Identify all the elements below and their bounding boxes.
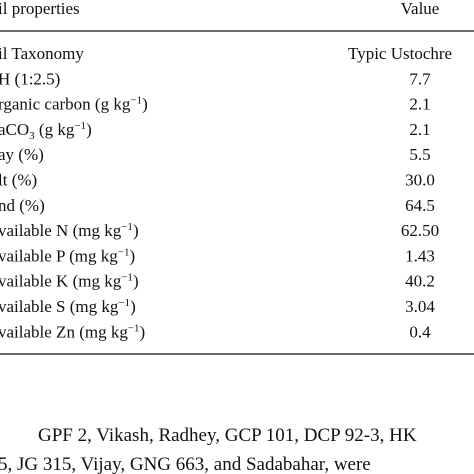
label-sup: −1 <box>128 322 140 334</box>
label-text: vailable Zn (mg kg <box>0 322 128 341</box>
row-label: vailable P (mg kg−1) <box>0 246 135 265</box>
label-text: vailable P (mg kg <box>0 246 118 265</box>
label-text: ) <box>86 120 92 139</box>
label-text: ay (%) <box>0 145 44 164</box>
row-label: vailable S (mg kg−1) <box>0 297 136 316</box>
row-value: 1.43 <box>405 246 435 265</box>
label-sup: −1 <box>121 272 133 284</box>
label-text: nd (%) <box>0 196 45 215</box>
label-text: vailable K (mg kg <box>0 272 122 291</box>
label-sub: 3 <box>29 130 35 142</box>
row-label: ay (%) <box>0 145 44 164</box>
row-value: 40.2 <box>405 272 435 291</box>
row-label: il Taxonomy <box>0 44 84 63</box>
header-property: il properties <box>0 0 80 18</box>
row-label: rganic carbon (g kg−1) <box>0 95 148 114</box>
label-text: ) <box>142 95 148 114</box>
label-sup: −1 <box>74 120 86 132</box>
label-sup: −1 <box>121 221 133 233</box>
label-text: lt (%) <box>0 171 37 190</box>
row-value: 2.1 <box>409 120 430 139</box>
label-text: ) <box>140 322 146 341</box>
header-value: Value <box>401 0 440 18</box>
row-value: 3.04 <box>405 297 435 316</box>
label-text: ) <box>133 221 139 240</box>
label-text: rganic carbon (g kg <box>0 95 131 114</box>
row-value: 2.1 <box>409 95 430 114</box>
row-value: 64.5 <box>405 196 435 215</box>
row-value: 5.5 <box>409 145 430 164</box>
label-text: ) <box>133 272 139 291</box>
label-text: vailable N (mg kg <box>0 221 122 240</box>
row-label: lt (%) <box>0 171 37 190</box>
label-sup: −1 <box>130 95 142 107</box>
paragraph-line: GPF 2, Vikash, Radhey, GCP 101, DCP 92-3… <box>38 425 417 446</box>
paragraph-line: 5, JG 315, Vijay, GNG 663, and Sadabahar… <box>0 454 371 474</box>
row-label: vailable K (mg kg−1) <box>0 272 139 291</box>
label-text: ) <box>130 297 136 316</box>
row-label: nd (%) <box>0 196 45 215</box>
row-label: vailable Zn (mg kg−1) <box>0 322 145 341</box>
row-value: 30.0 <box>405 171 435 190</box>
label-sup: −1 <box>118 297 130 309</box>
row-label: vailable N (mg kg−1) <box>0 221 139 240</box>
label-text: H (1:2.5) <box>0 69 60 88</box>
row-value: Typic Ustochre <box>348 44 452 63</box>
label-text: il Taxonomy <box>0 44 84 63</box>
label-text: aCO <box>0 120 29 139</box>
row-label: aCO3 (g kg−1) <box>0 120 92 142</box>
row-value: 0.4 <box>409 322 431 341</box>
row-label: H (1:2.5) <box>0 69 60 88</box>
row-value: 7.7 <box>409 69 431 88</box>
label-text: vailable S (mg kg <box>0 297 119 316</box>
label-text: (g kg <box>35 120 75 139</box>
label-sup: −1 <box>118 246 130 258</box>
label-text: ) <box>129 246 135 265</box>
row-value: 62.50 <box>401 221 439 240</box>
